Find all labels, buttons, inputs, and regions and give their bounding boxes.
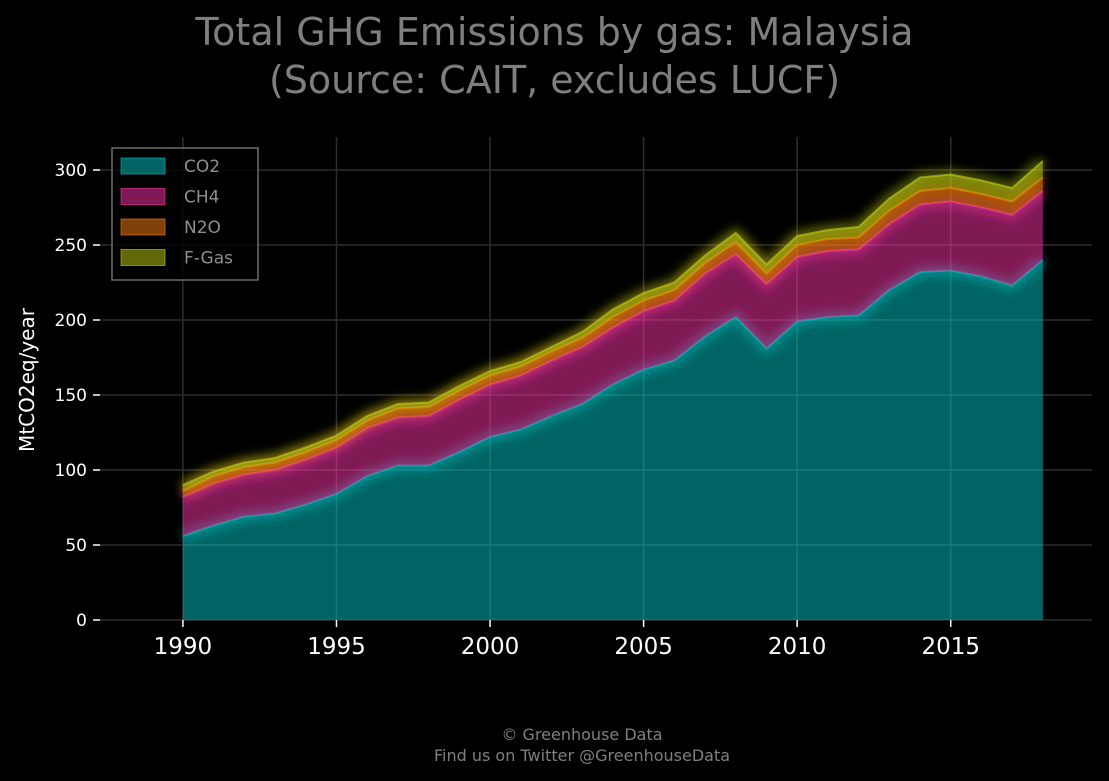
y-tick-label: 50 — [65, 536, 87, 556]
footer-credit: © Greenhouse Data — [501, 725, 663, 744]
area-co2 — [182, 260, 1043, 620]
x-tick-label: 2005 — [614, 634, 673, 660]
chart-title-line-1: Total GHG Emissions by gas: Malaysia — [195, 10, 914, 54]
footer-twitter: Find us on Twitter @GreenhouseData — [433, 746, 731, 765]
y-tick-label: 300 — [55, 161, 87, 181]
x-tick-label: 1995 — [307, 634, 366, 660]
y-tick-label: 150 — [55, 386, 87, 406]
axes: 0 50 100 150 200 250 300 1990 1995 2000 2005 2010 20… — [55, 161, 980, 660]
area-ch4 — [182, 191, 1043, 536]
area-line-f-gas — [182, 160, 1044, 486]
y-axis-label: MtCO2eq/year — [15, 307, 39, 452]
stacked-areas — [180, 157, 1047, 620]
y-tick-label: 0 — [76, 611, 87, 631]
y-tick-label: 200 — [55, 311, 87, 331]
y-tick-label: 250 — [55, 236, 87, 256]
legend-label: F-Gas — [184, 249, 233, 269]
legend: CO2 CH4 N2O F-Gas — [111, 147, 259, 281]
x-tick-label: 2000 — [461, 634, 520, 660]
legend-swatch — [120, 218, 166, 236]
x-tick-label: 2010 — [768, 634, 827, 660]
y-tick-label: 100 — [55, 461, 87, 481]
chart-title-line-2: (Source: CAIT, excludes LUCF) — [268, 58, 841, 102]
legend-swatch — [120, 157, 166, 175]
x-tick-label: 2015 — [921, 634, 980, 660]
legend-label: CH4 — [184, 188, 219, 208]
legend-swatch — [120, 249, 166, 266]
legend-label: N2O — [184, 218, 221, 238]
legend-swatch — [120, 188, 166, 205]
legend-label: CO2 — [184, 157, 220, 177]
area-n2o — [182, 177, 1043, 497]
x-tick-label: 1990 — [154, 634, 213, 660]
